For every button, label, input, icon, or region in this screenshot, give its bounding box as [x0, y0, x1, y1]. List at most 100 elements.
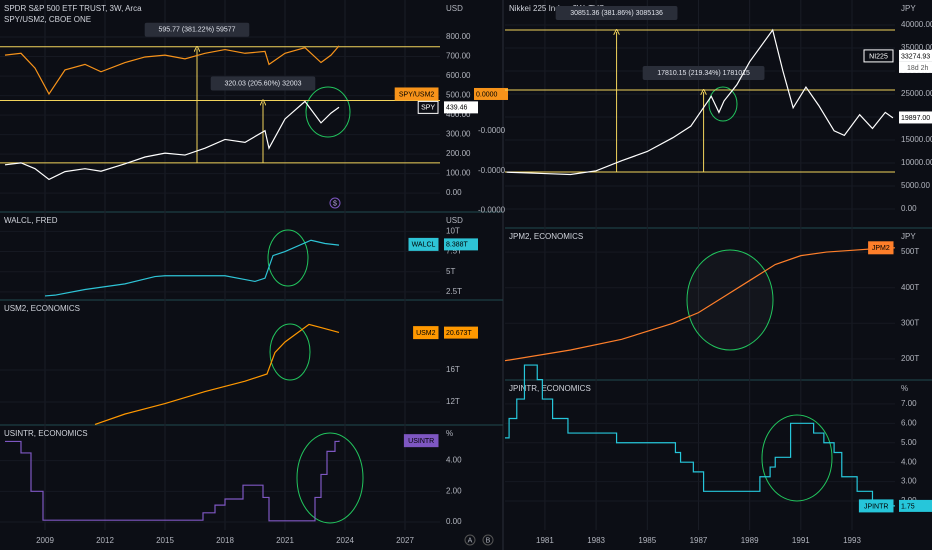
series-tag-box	[413, 326, 439, 340]
measure-label-box	[642, 66, 765, 81]
series-tag-name: NI225	[869, 53, 888, 60]
axis-unit: JPY	[901, 232, 916, 241]
price-tag-box	[444, 101, 478, 114]
price-tag-box	[899, 499, 932, 512]
series-line	[5, 440, 340, 522]
series-tag-name: SPY/USM2	[399, 91, 435, 98]
y2-tick-label: -0.0000	[478, 205, 506, 214]
price-tag-value: 33274.93	[901, 53, 930, 60]
x-tick-label: 1981	[536, 536, 554, 545]
series-line	[4, 45, 340, 96]
chart-title: SPDR S&P 500 ETF TRUST, 3W, Arca	[4, 4, 142, 13]
y-tick-label: 500T	[901, 247, 919, 256]
highlight-ring	[708, 86, 738, 122]
y-tick-label: 300.00	[446, 130, 471, 139]
x-tick-label: 2027	[396, 536, 414, 545]
series-tag-name: JPM2	[872, 245, 890, 252]
y-tick-label: 25000.00	[901, 89, 932, 98]
chart-title: JPM2, ECONOMICS	[509, 232, 583, 241]
series-tag-name: USM2	[416, 330, 436, 337]
price-tag-box	[444, 238, 478, 251]
price-tag-box	[474, 87, 508, 100]
y-tick-label: 2.5T	[446, 287, 462, 296]
highlight-ring	[267, 229, 309, 287]
x-tick-label: 2012	[96, 536, 114, 545]
y-tick-label: 0.00	[446, 188, 462, 197]
measure-label: 17810.15 (219.34%) 1781015	[657, 70, 750, 77]
highlight-ring	[686, 249, 774, 351]
y-tick-label: 7.00	[901, 399, 917, 408]
y-tick-label: 10T	[446, 226, 460, 235]
highlight-ring	[761, 414, 833, 502]
icon-ring	[464, 534, 476, 546]
x-tick-label: 1983	[587, 536, 605, 545]
series-tag-box	[417, 100, 439, 114]
x-tick-label: 2018	[216, 536, 234, 545]
y-tick-label: 200T	[901, 354, 919, 363]
x-tick-label: 1985	[638, 536, 656, 545]
dollar-icon[interactable]: $	[333, 200, 337, 207]
y-tick-label: 4.00	[901, 457, 917, 466]
y-tick-label: 4.00	[446, 456, 462, 465]
icon-ring	[482, 534, 494, 546]
price-tag-value: 1.75	[901, 503, 915, 510]
series-tag-box	[863, 49, 894, 63]
series-line	[506, 28, 894, 176]
y-tick-label: 2.00	[446, 486, 462, 495]
y-tick-label: 800.00	[446, 32, 471, 41]
measure-label-box	[210, 76, 316, 91]
y-tick-label: 500.00	[446, 91, 471, 100]
icon-ring	[329, 197, 341, 209]
price-tag-value: 8.388T	[446, 242, 469, 249]
price-tag-value: 20.673T	[446, 330, 472, 337]
y-tick-label: 0.00	[901, 204, 917, 213]
measure-label: 30851.36 (381.86%) 3085136	[570, 10, 663, 17]
x-tick-label: 1989	[741, 536, 759, 545]
series-tag-box	[394, 87, 439, 101]
y-tick-label: 10000.00	[901, 158, 932, 167]
axis-unit: %	[446, 429, 453, 438]
axis-unit: USD	[446, 4, 463, 13]
series-tag-box	[408, 237, 439, 251]
axis-unit: JPY	[901, 4, 916, 13]
highlight-ring	[305, 86, 351, 138]
measure-label: 320.03 (205.60%) 32003	[224, 80, 301, 87]
chart-title: USM2, ECONOMICS	[4, 304, 80, 313]
chart-title: JPINTR, ECONOMICS	[509, 384, 591, 393]
y-tick-label: 600.00	[446, 71, 471, 80]
price-tag-value: 439.46	[446, 105, 468, 112]
series-tag-box	[858, 499, 894, 513]
y-tick-label: 400.00	[446, 110, 471, 119]
scale-a-icon[interactable]: A	[468, 537, 473, 544]
measure-label-box	[144, 22, 250, 37]
y-tick-label: 16T	[446, 365, 460, 374]
y-tick-label: 7.5T	[446, 247, 462, 256]
scale-b-icon[interactable]: B	[486, 537, 491, 544]
price-tag-box	[899, 49, 932, 62]
y-tick-label: 400T	[901, 283, 919, 292]
price-tag-box	[444, 326, 478, 339]
y-tick-label: 0.00	[446, 517, 462, 526]
series-tag-name: SPY	[421, 105, 435, 112]
price-tag-value: 0.0000	[476, 91, 498, 98]
series-line	[505, 364, 895, 507]
x-tick-label: 2015	[156, 536, 174, 545]
y-tick-label: 15000.00	[901, 135, 932, 144]
y2-tick-label: -0.0000	[478, 126, 506, 135]
series-line	[44, 239, 340, 297]
x-tick-label: 2009	[36, 536, 54, 545]
series-tag-name: JPINTR	[864, 503, 889, 510]
highlight-ring	[296, 432, 364, 524]
series-line	[94, 323, 340, 425]
y-tick-label: 300T	[901, 318, 919, 327]
price-label: 19897.00	[901, 115, 930, 122]
axis-unit: USD	[446, 216, 463, 225]
chart-title: USINTR, ECONOMICS	[4, 429, 88, 438]
x-tick-label: 1993	[843, 536, 861, 545]
highlights	[267, 86, 833, 524]
highlight-ring	[269, 323, 311, 381]
y-tick-label: 12T	[446, 397, 460, 406]
y-tick-label: 35000.00	[901, 43, 932, 52]
